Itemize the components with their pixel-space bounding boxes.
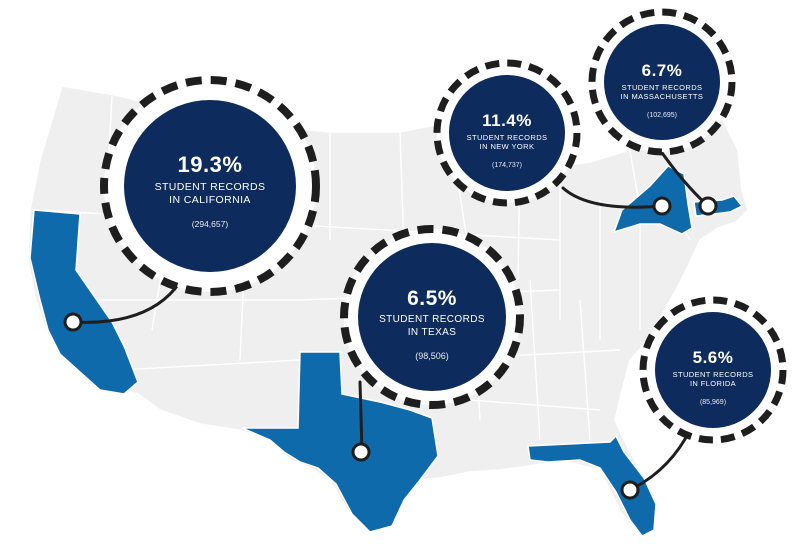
pin-massachusetts xyxy=(698,196,718,216)
state-california xyxy=(29,209,139,395)
bubble-massachusetts xyxy=(588,8,736,156)
bubble-florida xyxy=(639,296,787,444)
pin-texas xyxy=(351,442,371,462)
bubble-california xyxy=(100,76,320,296)
pin-markers xyxy=(63,196,718,500)
pin-florida xyxy=(620,480,640,500)
state-florida xyxy=(527,434,657,537)
pin-california xyxy=(63,312,83,332)
bubble-new-york xyxy=(433,59,581,207)
state-texas xyxy=(241,351,439,533)
bubble-texas xyxy=(340,225,524,409)
state-new-york xyxy=(612,165,693,235)
pin-new-york xyxy=(652,196,672,216)
